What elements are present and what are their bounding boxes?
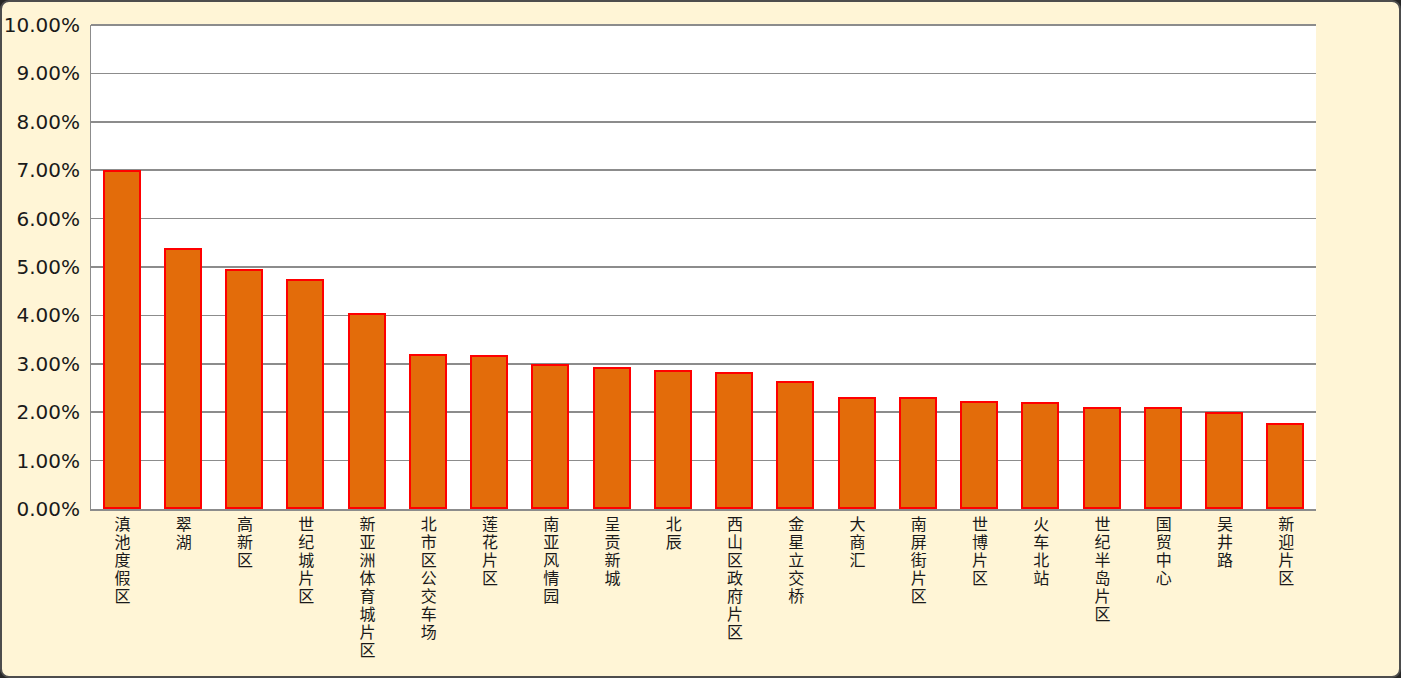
x-tick-label: 世纪半岛片区 [1092, 516, 1110, 660]
bar-slot [1132, 25, 1193, 509]
x-slot: 吴井路 [1193, 516, 1254, 660]
bar-slot [1255, 25, 1316, 509]
bar-新亚洲体育城片区[interactable] [348, 313, 386, 509]
bar-世博片区[interactable] [960, 401, 998, 509]
x-tick-label: 吴井路 [1214, 516, 1232, 660]
bar-slot [1010, 25, 1071, 509]
x-slot: 北辰 [641, 516, 702, 660]
y-tick-label: 8.00% [2, 111, 80, 133]
x-slot: 世纪半岛片区 [1070, 516, 1131, 660]
y-tick-label: 1.00% [2, 450, 80, 472]
x-slot: 西山区政府片区 [703, 516, 764, 660]
y-tick-label: 9.00% [2, 62, 80, 84]
bar-slot [642, 25, 703, 509]
bar-世纪城片区[interactable] [286, 279, 324, 509]
x-tick-label: 呈贡新城 [602, 516, 620, 660]
y-tick-label: 4.00% [2, 304, 80, 326]
y-tick-label: 2.00% [2, 401, 80, 423]
y-axis: 0.00%1.00%2.00%3.00%4.00%5.00%6.00%7.00%… [2, 25, 80, 509]
bar-slot [1194, 25, 1255, 509]
bar-北辰[interactable] [654, 370, 692, 509]
bar-吴井路[interactable] [1205, 412, 1243, 509]
plot-area [90, 25, 1316, 511]
x-tick-label: 滇池度假区 [112, 516, 130, 660]
x-slot: 南屏街片区 [886, 516, 947, 660]
x-slot: 南亚风情园 [519, 516, 580, 660]
bar-slot [520, 25, 581, 509]
chart-frame: 0.00% 1.00% 2.00% 3.00% 4.00% 5.00% 6.00% 7.00%… [0, 0, 1401, 678]
x-tick-label: 西山区政府片区 [724, 516, 742, 660]
y-tick-label: 0.00% [2, 498, 80, 520]
bar-世纪半岛片区[interactable] [1083, 407, 1121, 509]
bar-slot [581, 25, 642, 509]
bar-呈贡新城[interactable] [593, 367, 631, 509]
bar-series [91, 25, 1316, 509]
x-slot: 新迎片区 [1254, 516, 1315, 660]
bar-slot [887, 25, 948, 509]
bar-slot [336, 25, 397, 509]
bar-国贸中心[interactable] [1144, 407, 1182, 509]
y-tick-label: 5.00% [2, 256, 80, 278]
bar-滇池度假区[interactable] [103, 170, 141, 509]
bar-北市区公交车场[interactable] [409, 354, 447, 509]
bar-slot [949, 25, 1010, 509]
bar-西山区政府片区[interactable] [715, 372, 753, 509]
x-slot: 国贸中心 [1131, 516, 1192, 660]
x-slot: 高新区 [213, 516, 274, 660]
x-slot: 火车北站 [1009, 516, 1070, 660]
y-tick-label: 7.00% [2, 159, 80, 181]
x-tick-label: 金星立交桥 [786, 516, 804, 660]
x-slot: 新亚洲体育城片区 [335, 516, 396, 660]
bar-slot [397, 25, 458, 509]
x-tick-label: 南屏街片区 [908, 516, 926, 660]
y-tick-label: 6.00% [2, 208, 80, 230]
x-slot: 滇池度假区 [90, 516, 151, 660]
bar-slot [152, 25, 213, 509]
x-tick-label: 大商汇 [847, 516, 865, 660]
bar-南亚风情园[interactable] [531, 364, 569, 509]
bar-翠湖[interactable] [164, 248, 202, 509]
bar-slot [91, 25, 152, 509]
x-slot: 翠湖 [151, 516, 212, 660]
bar-slot [275, 25, 336, 509]
bar-莲花片区[interactable] [470, 355, 508, 509]
bar-slot [704, 25, 765, 509]
bar-slot [459, 25, 520, 509]
x-tick-label: 国贸中心 [1153, 516, 1171, 660]
y-tick-label: 10.00% [2, 14, 80, 36]
x-tick-label: 莲花片区 [479, 516, 497, 660]
x-slot: 莲花片区 [458, 516, 519, 660]
bar-高新区[interactable] [225, 269, 263, 509]
x-tick-label: 北市区公交车场 [418, 516, 436, 660]
bar-南屏街片区[interactable] [899, 397, 937, 509]
x-slot: 世博片区 [948, 516, 1009, 660]
x-tick-label: 北辰 [663, 516, 681, 660]
x-tick-label: 世纪城片区 [296, 516, 314, 660]
y-tick-label: 3.00% [2, 353, 80, 375]
x-tick-label: 新迎片区 [1276, 516, 1294, 660]
bar-大商汇[interactable] [838, 397, 876, 509]
x-tick-label: 翠湖 [173, 516, 191, 660]
x-slot: 北市区公交车场 [396, 516, 457, 660]
x-slot: 大商汇 [825, 516, 886, 660]
bar-新迎片区[interactable] [1266, 423, 1304, 509]
x-slot: 金星立交桥 [764, 516, 825, 660]
x-tick-label: 火车北站 [1031, 516, 1049, 660]
x-slot: 世纪城片区 [274, 516, 335, 660]
bar-slot [1071, 25, 1132, 509]
x-slot: 呈贡新城 [580, 516, 641, 660]
bar-火车北站[interactable] [1021, 402, 1059, 509]
x-tick-label: 高新区 [234, 516, 252, 660]
x-tick-label: 世博片区 [969, 516, 987, 660]
x-tick-label: 新亚洲体育城片区 [357, 516, 375, 660]
bar-slot [765, 25, 826, 509]
bar-金星立交桥[interactable] [776, 381, 814, 509]
bar-slot [826, 25, 887, 509]
bar-slot [214, 25, 275, 509]
x-tick-label: 南亚风情园 [541, 516, 559, 660]
x-axis: 滇池度假区 翠湖 高新区 世纪城片区 新亚洲体育城片区 北市区公交车场 莲花片区 南亚风情园 呈… [90, 516, 1315, 660]
